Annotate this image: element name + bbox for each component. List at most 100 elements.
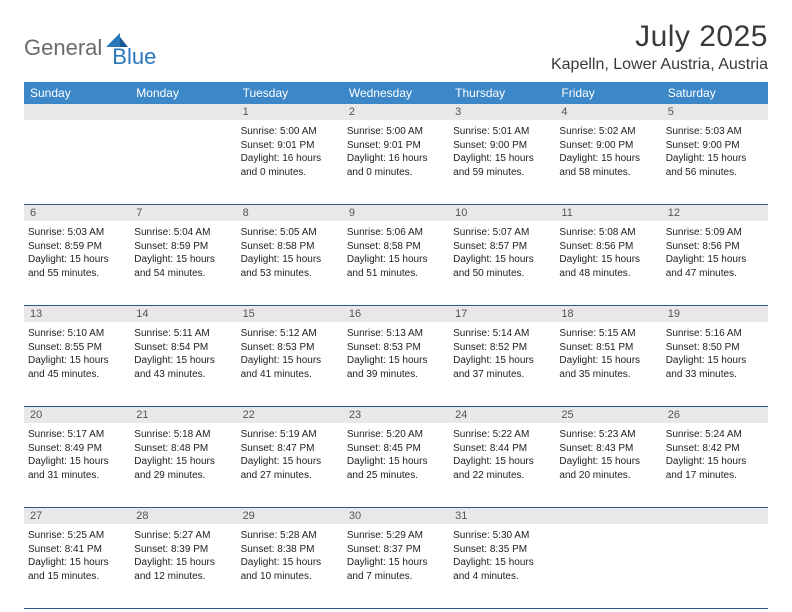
day-cell-6: Sunrise: 5:03 AMSunset: 8:59 PMDaylight:… [24,221,130,305]
day-info: Sunrise: 5:00 AMSunset: 9:01 PMDaylight:… [241,123,339,179]
day-info: Sunrise: 5:15 AMSunset: 8:51 PMDaylight:… [559,325,657,381]
day-cell-23: Sunrise: 5:20 AMSunset: 8:45 PMDaylight:… [343,423,449,507]
day-cell-8: Sunrise: 5:05 AMSunset: 8:58 PMDaylight:… [237,221,343,305]
day-cell-19: Sunrise: 5:16 AMSunset: 8:50 PMDaylight:… [662,322,768,406]
day-info: Sunrise: 5:10 AMSunset: 8:55 PMDaylight:… [28,325,126,381]
day-number-14: 14 [130,306,236,322]
day-number-28: 28 [130,508,236,524]
day-number-18: 18 [555,306,661,322]
day-number-20: 20 [24,407,130,423]
day-info: Sunrise: 5:03 AMSunset: 8:59 PMDaylight:… [28,224,126,280]
day-info: Sunrise: 5:18 AMSunset: 8:48 PMDaylight:… [134,426,232,482]
day-info: Sunrise: 5:25 AMSunset: 8:41 PMDaylight:… [28,527,126,583]
day-cell-28: Sunrise: 5:27 AMSunset: 8:39 PMDaylight:… [130,524,236,608]
day-cell-12: Sunrise: 5:09 AMSunset: 8:56 PMDaylight:… [662,221,768,305]
day-info: Sunrise: 5:16 AMSunset: 8:50 PMDaylight:… [666,325,764,381]
day-info: Sunrise: 5:05 AMSunset: 8:58 PMDaylight:… [241,224,339,280]
weekday-header: SundayMondayTuesdayWednesdayThursdayFrid… [24,82,768,104]
header: General Blue July 2025 Kapelln, Lower Au… [24,20,768,74]
day-number-25: 25 [555,407,661,423]
day-number-4: 4 [555,104,661,120]
day-number-7: 7 [130,205,236,221]
day-number-empty [24,104,130,120]
day-number-empty [662,508,768,524]
day-cell-4: Sunrise: 5:02 AMSunset: 9:00 PMDaylight:… [555,120,661,204]
day-number-30: 30 [343,508,449,524]
day-number-5: 5 [662,104,768,120]
day-cell-15: Sunrise: 5:12 AMSunset: 8:53 PMDaylight:… [237,322,343,406]
weekday-wednesday: Wednesday [343,82,449,104]
day-cell-empty [662,524,768,608]
week-row: Sunrise: 5:25 AMSunset: 8:41 PMDaylight:… [24,524,768,609]
day-number-15: 15 [237,306,343,322]
day-cell-22: Sunrise: 5:19 AMSunset: 8:47 PMDaylight:… [237,423,343,507]
calendar: SundayMondayTuesdayWednesdayThursdayFrid… [24,82,768,609]
weekday-thursday: Thursday [449,82,555,104]
day-info: Sunrise: 5:20 AMSunset: 8:45 PMDaylight:… [347,426,445,482]
day-info: Sunrise: 5:12 AMSunset: 8:53 PMDaylight:… [241,325,339,381]
day-number-9: 9 [343,205,449,221]
day-info: Sunrise: 5:23 AMSunset: 8:43 PMDaylight:… [559,426,657,482]
day-cell-empty [130,120,236,204]
day-info: Sunrise: 5:19 AMSunset: 8:47 PMDaylight:… [241,426,339,482]
daynum-row: 6789101112 [24,205,768,221]
day-info: Sunrise: 5:07 AMSunset: 8:57 PMDaylight:… [453,224,551,280]
day-number-8: 8 [237,205,343,221]
day-info: Sunrise: 5:09 AMSunset: 8:56 PMDaylight:… [666,224,764,280]
day-cell-7: Sunrise: 5:04 AMSunset: 8:59 PMDaylight:… [130,221,236,305]
day-info: Sunrise: 5:22 AMSunset: 8:44 PMDaylight:… [453,426,551,482]
day-cell-17: Sunrise: 5:14 AMSunset: 8:52 PMDaylight:… [449,322,555,406]
day-info: Sunrise: 5:28 AMSunset: 8:38 PMDaylight:… [241,527,339,583]
day-info: Sunrise: 5:00 AMSunset: 9:01 PMDaylight:… [347,123,445,179]
daynum-row: 12345 [24,104,768,120]
day-number-24: 24 [449,407,555,423]
day-info: Sunrise: 5:02 AMSunset: 9:00 PMDaylight:… [559,123,657,179]
logo-text-gray: General [24,35,102,61]
title-block: July 2025 Kapelln, Lower Austria, Austri… [551,20,768,74]
day-cell-30: Sunrise: 5:29 AMSunset: 8:37 PMDaylight:… [343,524,449,608]
day-cell-21: Sunrise: 5:18 AMSunset: 8:48 PMDaylight:… [130,423,236,507]
day-info: Sunrise: 5:01 AMSunset: 9:00 PMDaylight:… [453,123,551,179]
day-number-10: 10 [449,205,555,221]
day-cell-20: Sunrise: 5:17 AMSunset: 8:49 PMDaylight:… [24,423,130,507]
day-cell-11: Sunrise: 5:08 AMSunset: 8:56 PMDaylight:… [555,221,661,305]
day-number-21: 21 [130,407,236,423]
daynum-row: 20212223242526 [24,407,768,423]
daynum-row: 13141516171819 [24,306,768,322]
day-cell-empty [555,524,661,608]
day-number-11: 11 [555,205,661,221]
day-info: Sunrise: 5:04 AMSunset: 8:59 PMDaylight:… [134,224,232,280]
calendar-body: 12345Sunrise: 5:00 AMSunset: 9:01 PMDayl… [24,104,768,609]
day-number-empty [130,104,236,120]
week-row: Sunrise: 5:03 AMSunset: 8:59 PMDaylight:… [24,221,768,306]
day-info: Sunrise: 5:17 AMSunset: 8:49 PMDaylight:… [28,426,126,482]
weekday-sunday: Sunday [24,82,130,104]
day-cell-26: Sunrise: 5:24 AMSunset: 8:42 PMDaylight:… [662,423,768,507]
day-number-17: 17 [449,306,555,322]
month-title: July 2025 [551,20,768,54]
day-cell-empty [24,120,130,204]
day-number-12: 12 [662,205,768,221]
day-cell-9: Sunrise: 5:06 AMSunset: 8:58 PMDaylight:… [343,221,449,305]
day-number-6: 6 [24,205,130,221]
day-cell-24: Sunrise: 5:22 AMSunset: 8:44 PMDaylight:… [449,423,555,507]
weekday-friday: Friday [555,82,661,104]
day-number-19: 19 [662,306,768,322]
day-info: Sunrise: 5:30 AMSunset: 8:35 PMDaylight:… [453,527,551,583]
day-number-2: 2 [343,104,449,120]
day-cell-18: Sunrise: 5:15 AMSunset: 8:51 PMDaylight:… [555,322,661,406]
day-cell-31: Sunrise: 5:30 AMSunset: 8:35 PMDaylight:… [449,524,555,608]
day-number-22: 22 [237,407,343,423]
day-number-empty [555,508,661,524]
day-number-1: 1 [237,104,343,120]
day-cell-10: Sunrise: 5:07 AMSunset: 8:57 PMDaylight:… [449,221,555,305]
day-info: Sunrise: 5:24 AMSunset: 8:42 PMDaylight:… [666,426,764,482]
day-cell-5: Sunrise: 5:03 AMSunset: 9:00 PMDaylight:… [662,120,768,204]
week-row: Sunrise: 5:17 AMSunset: 8:49 PMDaylight:… [24,423,768,508]
day-info: Sunrise: 5:06 AMSunset: 8:58 PMDaylight:… [347,224,445,280]
day-info: Sunrise: 5:11 AMSunset: 8:54 PMDaylight:… [134,325,232,381]
day-number-3: 3 [449,104,555,120]
daynum-row: 2728293031 [24,508,768,524]
location-text: Kapelln, Lower Austria, Austria [551,56,768,74]
day-number-13: 13 [24,306,130,322]
